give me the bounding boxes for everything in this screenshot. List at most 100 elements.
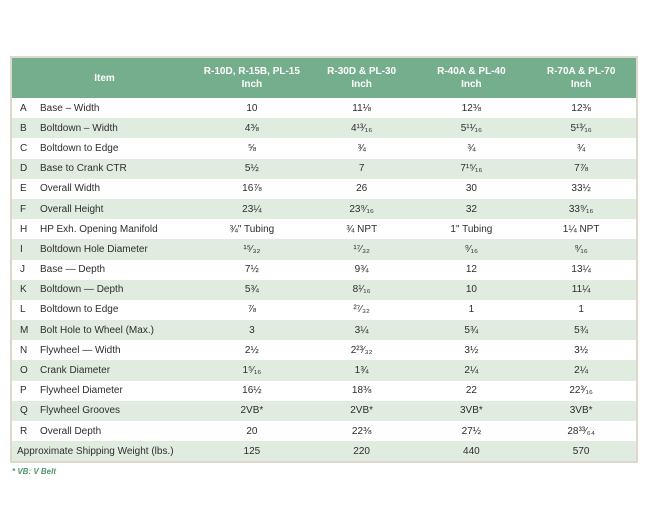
cell-value-1: 7: [358, 163, 365, 175]
cell-value-2: ⁹⁄₁₆: [464, 243, 479, 255]
column-header-unit: Inch: [461, 79, 482, 90]
item-name: Overall Width: [40, 183, 101, 195]
cell-value-2: 22: [465, 385, 477, 397]
cell-value-2: 1" Tubing: [450, 223, 493, 235]
row-letter: R: [20, 425, 28, 437]
cell-value-1: 8¹⁄₁₆: [352, 284, 371, 296]
cell-value-3: 33⁹⁄₁₆: [568, 203, 594, 215]
column-header-models: R-10D, R-15B, PL-15: [203, 65, 300, 77]
footnote-vb-belt: * VB: V Belt: [12, 467, 57, 476]
cell-value-0: 4⅜: [244, 122, 259, 134]
item-name: Base to Crank CTR: [40, 163, 127, 175]
item-name: Base – Width: [40, 102, 100, 114]
cell-value-3: 3½: [574, 344, 589, 356]
cell-value-2: 5¹¹⁄₁₆: [460, 122, 483, 134]
item-name: Boltdown – Width: [40, 122, 118, 134]
cell-value-1: ¾ NPT: [346, 223, 378, 235]
item-name: Bolt Hole to Wheel (Max.): [40, 324, 154, 336]
column-header-model-1: R-30D & PL-30 Inch: [307, 58, 417, 98]
shipping-weight-label: Approximate Shipping Weight (lbs.): [17, 445, 174, 457]
item-name: Crank Diameter: [40, 365, 111, 377]
table-row-M: M Bolt Hole to Wheel (Max.) 3 3¼ 5¾ 5¾: [12, 320, 636, 341]
table-body: A Base – Width 10 11⅛ 12⅜ 12⅜ B Boltdown – Widt…: [12, 98, 636, 462]
cell-value-3: 33½: [571, 183, 591, 195]
cell-value-1: 18⅜: [351, 385, 372, 397]
cell-value-0: ⅝: [247, 142, 257, 154]
row-letter: E: [20, 183, 27, 195]
cell-value-2: 30: [465, 183, 477, 195]
item-name: Overall Height: [40, 203, 104, 215]
cell-value-2: 5¾: [464, 324, 479, 336]
table-row-I: I Boltdown Hole Diameter ¹⁵⁄₃₂ ¹⁷⁄₃₂ ⁹⁄₁₆ ⁹⁄₁…: [12, 239, 636, 260]
cell-value-3: ⁹⁄₁₆: [574, 243, 588, 255]
cell-value-1: ¹⁷⁄₃₂: [353, 243, 370, 255]
table-row-O: O Crank Diameter 1⁵⁄₁₆ 1¾ 2¼ 2¼: [12, 360, 636, 381]
cell-value-2: 12: [465, 264, 477, 276]
column-header-models: R-30D & PL-30: [327, 65, 397, 77]
cell-value-2: 12⅜: [461, 102, 482, 114]
cell-value-0: 16½: [242, 385, 262, 397]
cell-value-0: 10: [246, 102, 258, 114]
row-letter: Q: [20, 405, 28, 417]
cell-value-1: 3¼: [354, 324, 369, 336]
cell-value-3: 3VB*: [569, 405, 593, 417]
table-row-K: K Boltdown — Depth 5¾ 8¹⁄₁₆ 10 11¼: [12, 279, 636, 300]
item-name: Flywheel Grooves: [40, 405, 121, 417]
cell-value-0: 7½: [244, 264, 259, 276]
table-header-row: Item R-10D, R-15B, PL-15 Inch R-30D & PL-3…: [12, 58, 636, 98]
cell-value-0: 16⅞: [242, 183, 262, 195]
table-row-D: D Base to Crank CTR 5½ 7 7¹⁵⁄₁₆ 7⅞: [12, 158, 636, 179]
cell-value-2: 32: [465, 203, 477, 215]
spec-table: Item R-10D, R-15B, PL-15 Inch R-30D & PL-3…: [10, 56, 638, 464]
table-row-F: F Overall Height 23¼ 23⁹⁄₁₆ 32 33⁹⁄₁₆: [12, 198, 636, 220]
row-letter: N: [20, 344, 28, 356]
row-letter: A: [20, 102, 27, 114]
shipping-weight-value-1: 220: [353, 445, 370, 457]
cell-value-0: 5½: [244, 163, 259, 175]
table-row-H: H HP Exh. Opening Manifold ¾" Tubing ¾ NPT 1…: [12, 219, 636, 240]
cell-value-3: 13¼: [571, 264, 591, 276]
cell-value-1: 26: [356, 183, 368, 195]
cell-value-1: 22⅜: [351, 425, 372, 437]
cell-value-2: 10: [465, 284, 477, 296]
cell-value-3: 12⅜: [571, 102, 591, 114]
cell-value-0: 1⁵⁄₁₆: [242, 365, 262, 377]
cell-value-0: ¹⁵⁄₃₂: [243, 243, 261, 255]
row-letter: J: [20, 264, 25, 276]
cell-value-2: 3½: [464, 344, 479, 356]
row-letter: M: [20, 324, 29, 336]
table-row-L: L Boltdown to Edge ⅞ ²⁷⁄₃₂ 1 1: [12, 299, 636, 321]
column-header-unit: Inch: [570, 79, 592, 90]
cell-value-3: 11¼: [571, 284, 591, 296]
column-header-model-3: R-70A & PL-70 Inch: [526, 58, 636, 98]
cell-value-1: 11⅛: [352, 102, 371, 114]
row-letter: C: [20, 142, 28, 154]
item-name: Flywheel Diameter: [40, 385, 123, 397]
cell-value-3: 2¼: [574, 365, 589, 377]
column-header-models: R-40A & PL-40: [437, 65, 506, 77]
table-row-Q: Q Flywheel Grooves 2VB* 2VB* 3VB* 3VB*: [12, 400, 636, 421]
row-letter: I: [20, 243, 23, 255]
cell-value-1: 2VB*: [350, 405, 374, 417]
table-row-A: A Base – Width 10 11⅛ 12⅜ 12⅜: [12, 98, 636, 119]
cell-value-3: 28³³⁄₆₄: [567, 425, 595, 437]
table-row-B: B Boltdown – Width 4⅜ 4¹³⁄₁₆ 5¹¹⁄₁₆ 5¹³⁄₁₆: [12, 118, 636, 139]
cell-value-3: 22³⁄₁₆: [569, 385, 593, 397]
cell-value-2: 7¹⁵⁄₁₆: [460, 163, 483, 175]
cell-value-2: 2¼: [464, 365, 479, 377]
item-name: Base — Depth: [40, 264, 106, 276]
row-letter: F: [20, 203, 27, 215]
column-header-unit: Inch: [241, 79, 263, 90]
table-row-shipping-weight: Approximate Shipping Weight (lbs.) 125 220…: [12, 441, 636, 462]
row-letter: D: [20, 163, 28, 175]
item-name: HP Exh. Opening Manifold: [40, 223, 158, 235]
cell-value-3: ¾: [576, 142, 586, 154]
row-letter: L: [20, 304, 26, 316]
item-name: Flywheel — Width: [40, 344, 121, 356]
column-header-unit: Inch: [351, 79, 372, 90]
cell-value-3: 1¼ NPT: [562, 223, 600, 235]
item-name: Boltdown — Depth: [40, 284, 124, 296]
cell-value-0: ¾" Tubing: [229, 223, 275, 235]
cell-value-3: 1: [578, 304, 584, 316]
